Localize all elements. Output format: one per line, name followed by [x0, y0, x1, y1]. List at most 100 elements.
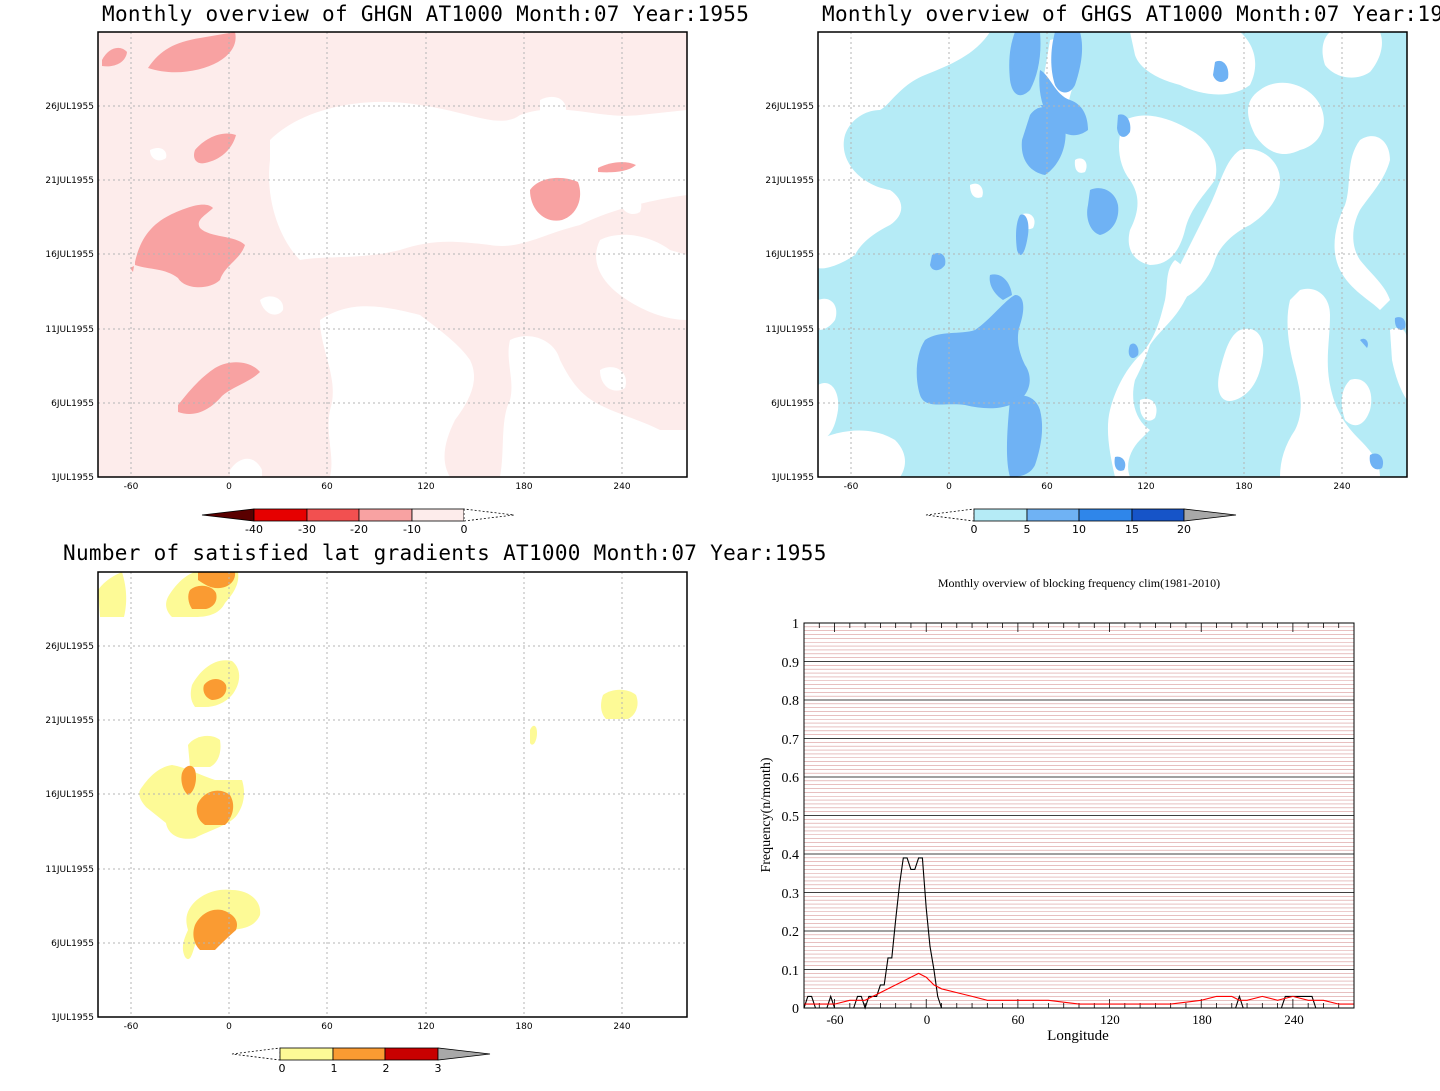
freq-ytick: 0.4	[782, 848, 800, 863]
ghgn-cbar-label: 0	[461, 523, 468, 536]
ghgs-xtick: 180	[1235, 482, 1252, 492]
sat-xtick: 60	[321, 1022, 333, 1032]
ghgn-xtick: 120	[417, 482, 434, 492]
freq-major-grid	[804, 661, 1354, 970]
freq-ytick: 0.1	[782, 964, 800, 979]
ghgs-cbar-label: 15	[1125, 523, 1139, 536]
ghgn-ytick: 1JUL1955	[51, 473, 94, 483]
sat-colorbar: 0 1 2 3	[231, 1047, 491, 1075]
sat-x-ticks: -60 0 60 120 180 240	[124, 1022, 631, 1032]
ghgs-map: 1JUL1955 6JUL1955 11JUL1955 16JUL1955 21…	[765, 31, 1408, 536]
freq-xtick: 120	[1100, 1012, 1120, 1027]
ghgs-colorbar: 0 5 10 15 20	[925, 508, 1237, 536]
freq-minor-grid	[804, 626, 1354, 1005]
ghgs-grid	[818, 32, 1407, 477]
sat-frame	[97, 571, 688, 1018]
freq-xtick: 240	[1284, 1012, 1304, 1027]
freq-ytick: 0.2	[782, 925, 800, 940]
freq-xtick: 60	[1012, 1012, 1025, 1027]
sat-cbar-label: 2	[383, 1062, 390, 1075]
sat-xtick: 180	[515, 1022, 532, 1032]
freq-xlabel: Longitude	[1047, 1028, 1109, 1044]
ghgn-ytick: 6JUL1955	[51, 399, 94, 409]
ghgn-title: Monthly overview of GHGN AT1000 Month:07…	[102, 2, 750, 26]
freq-y-ticks: 0 0.1 0.2 0.3 0.4 0.5 0.6 0.7 0.8 0.9 1	[782, 617, 800, 1017]
sat-ytick: 26JUL1955	[45, 642, 94, 652]
ghgn-ytick: 11JUL1955	[45, 325, 94, 335]
ghgs-white-regions	[818, 32, 1407, 477]
ghgs-cbar-label: 10	[1072, 523, 1086, 536]
red-climatology-line	[804, 972, 1354, 1005]
freq-title: Monthly overview of blocking frequency c…	[938, 576, 1220, 590]
freq-ytick: 0.7	[782, 733, 800, 748]
sat-cbar-label: 3	[435, 1062, 442, 1075]
sat-ytick: 16JUL1955	[45, 790, 94, 800]
ghgn-ytick: 21JUL1955	[45, 176, 94, 186]
freq-frame	[803, 622, 1355, 1009]
freq-ytick: 1	[792, 617, 799, 632]
freq-chart: Monthly overview of blocking frequency c…	[759, 576, 1355, 1044]
black-frequency-line	[803, 857, 1354, 1010]
freq-ytick: 0.6	[782, 771, 800, 786]
sat-level2-regions	[181, 572, 238, 950]
ghgn-cbar-label: -20	[350, 523, 368, 536]
sat-title: Number of satisfied lat gradients AT1000…	[63, 541, 827, 565]
ghgn-light-regions	[102, 32, 636, 415]
freq-xtick: 0	[924, 1012, 931, 1027]
ghgn-ytick: 26JUL1955	[45, 102, 94, 112]
ghgs-ytick: 16JUL1955	[765, 250, 814, 260]
ghgs-xtick: 0	[946, 482, 952, 492]
ghgs-ytick: 6JUL1955	[771, 399, 814, 409]
freq-xtick: -60	[826, 1012, 843, 1027]
ghgs-xtick: -60	[844, 482, 859, 492]
freq-ylabel: Frequency(n/month)	[759, 757, 774, 872]
ghgn-xtick: 180	[515, 482, 532, 492]
sat-ytick: 6JUL1955	[51, 939, 94, 949]
sat-xtick: -60	[124, 1022, 139, 1032]
ghgn-cbar-label: -30	[298, 523, 316, 536]
freq-xtick: 180	[1192, 1012, 1212, 1027]
ghgs-cbar-label: 0	[971, 523, 978, 536]
ghgn-xtick: 240	[613, 482, 630, 492]
ghgn-map: 1JUL1955 6JUL1955 11JUL1955 16JUL1955 21…	[45, 31, 688, 536]
ghgs-xtick: 120	[1137, 482, 1154, 492]
sat-xtick: 240	[613, 1022, 630, 1032]
ghgn-xtick: 0	[226, 482, 232, 492]
ghgn-y-ticks: 1JUL1955 6JUL1955 11JUL1955 16JUL1955 21…	[45, 102, 94, 483]
sat-ytick: 1JUL1955	[51, 1013, 94, 1023]
ghgn-grid	[98, 32, 687, 477]
freq-ytick: 0.9	[782, 656, 800, 671]
sat-cbar-label: 0	[279, 1062, 286, 1075]
ghgn-frame	[97, 31, 688, 478]
ghgs-frame	[817, 31, 1408, 478]
freq-ytick: 0.8	[782, 694, 800, 709]
ghgs-xtick: 240	[1333, 482, 1350, 492]
ghgn-ytick: 16JUL1955	[45, 250, 94, 260]
ghgs-cbar-label: 5	[1024, 523, 1031, 536]
sat-ytick: 11JUL1955	[45, 865, 94, 875]
ghgn-cbar-label: -40	[245, 523, 263, 536]
ghgn-xtick: -60	[124, 482, 139, 492]
freq-ytick: 0.5	[782, 810, 800, 825]
ghgn-x-ticks: -60 0 60 120 180 240	[124, 482, 631, 492]
ghgn-xtick: 60	[321, 482, 333, 492]
ghgn-cbar-label: -10	[403, 523, 421, 536]
sat-grid	[98, 572, 687, 1017]
ghgs-mid-regions	[916, 32, 1406, 477]
ghgs-x-ticks: -60 0 60 120 180 240	[844, 482, 1351, 492]
sat-xtick: 120	[417, 1022, 434, 1032]
ghgs-y-ticks: 1JUL1955 6JUL1955 11JUL1955 16JUL1955 21…	[765, 102, 814, 483]
sat-xtick: 0	[226, 1022, 232, 1032]
ghgs-ytick: 26JUL1955	[765, 102, 814, 112]
sat-map: 1JUL1955 6JUL1955 11JUL1955 16JUL1955 21…	[45, 571, 688, 1075]
freq-ytick: 0.3	[782, 887, 800, 902]
sat-y-ticks: 1JUL1955 6JUL1955 11JUL1955 16JUL1955 21…	[45, 642, 94, 1023]
sat-cbar-label: 1	[331, 1062, 338, 1075]
ghgs-ytick: 11JUL1955	[765, 325, 814, 335]
freq-ytick: 0	[792, 1002, 799, 1017]
ghgs-xtick: 60	[1041, 482, 1053, 492]
sat-ytick: 21JUL1955	[45, 716, 94, 726]
freq-series	[803, 857, 1354, 1010]
ghgs-ytick: 1JUL1955	[771, 473, 814, 483]
ghgs-cbar-label: 20	[1177, 523, 1191, 536]
